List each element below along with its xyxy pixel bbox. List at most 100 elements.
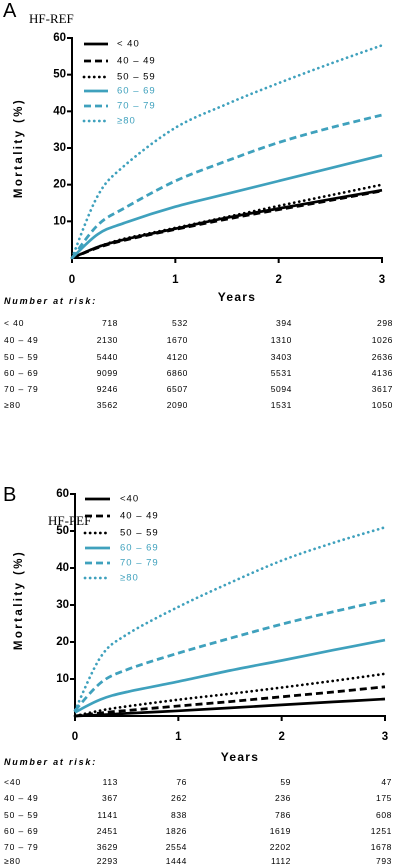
risk-row-under-40: <40 113 76 59 47 bbox=[4, 777, 392, 787]
y-axis-title: Mortality (%) bbox=[13, 98, 25, 198]
risk-count: 1531 bbox=[271, 400, 292, 410]
risk-count: 3562 bbox=[97, 400, 118, 410]
y-tick-label: 30 bbox=[56, 599, 69, 611]
risk-row-under-40: < 40 718 532 394 298 bbox=[4, 318, 393, 328]
risk-row-40-49: 40 – 49 2130 1670 1310 1026 bbox=[4, 335, 393, 345]
chart-title: HF-PEF bbox=[48, 513, 91, 528]
risk-count: 2090 bbox=[167, 400, 188, 410]
risk-row-60-69: 60 – 69 9099 6860 5531 4136 bbox=[4, 368, 392, 378]
risk-count: 1251 bbox=[371, 826, 392, 836]
legend-item-40-49: 40 – 49 bbox=[85, 511, 159, 522]
risk-row-label: 60 – 69 bbox=[4, 368, 39, 378]
legend-item-40-49: 40 – 49 bbox=[84, 56, 156, 67]
panel-a-hf-ref: A HF-REF 10 20 30 40 50 60 0 1 2 3 Years Mortality (%… bbox=[3, 0, 393, 410]
risk-count: 1026 bbox=[372, 335, 393, 345]
panel-letter: A bbox=[3, 0, 17, 22]
series-lines bbox=[73, 525, 387, 718]
legend-item-under-40: <40 bbox=[85, 494, 138, 505]
legend-label: 40 – 49 bbox=[117, 56, 156, 67]
risk-count: 113 bbox=[103, 777, 118, 787]
risk-count: 5531 bbox=[271, 368, 292, 378]
legend-label: 50 – 59 bbox=[120, 528, 159, 539]
risk-count: 47 bbox=[381, 777, 392, 787]
risk-count: 5440 bbox=[97, 352, 118, 362]
risk-count: 367 bbox=[102, 793, 118, 803]
y-tick-label: 40 bbox=[56, 562, 69, 574]
risk-count: 3629 bbox=[97, 842, 118, 852]
legend: < 40 40 – 49 50 – 59 60 – 69 70 – 79 ≥80 bbox=[82, 39, 156, 127]
legend-item-over-80: ≥80 bbox=[83, 573, 139, 584]
legend-item-70-79: 70 – 79 bbox=[84, 101, 155, 112]
risk-row-over-80: ≥80 3562 2090 1531 1050 bbox=[4, 400, 393, 410]
risk-row-40-49: 40 – 49 367 262 236 175 bbox=[4, 793, 391, 803]
x-tick-label: 0 bbox=[72, 731, 78, 743]
risk-count: 532 bbox=[172, 318, 188, 328]
risk-count: 298 bbox=[377, 318, 393, 328]
legend-label: ≥80 bbox=[120, 573, 139, 584]
risk-count: 1112 bbox=[271, 856, 291, 866]
series-line-over-80 bbox=[70, 43, 384, 260]
series-line-over-80 bbox=[73, 525, 387, 712]
risk-count: 3617 bbox=[372, 384, 393, 394]
risk-count: 5094 bbox=[271, 384, 292, 394]
risk-count: 1619 bbox=[270, 826, 291, 836]
risk-row-label: 70 – 79 bbox=[4, 384, 39, 394]
number-at-risk-table: Number at risk: <40 113 76 59 47 40 – 49 367 262… bbox=[4, 757, 392, 866]
series-line-60-69 bbox=[71, 153, 383, 259]
risk-row-50-59: 50 – 59 1141 838 786 608 bbox=[4, 810, 392, 820]
series-line-60-69 bbox=[74, 638, 386, 714]
legend-label: ≥80 bbox=[117, 116, 136, 127]
risk-row-label: 40 – 49 bbox=[4, 793, 39, 803]
y-axis-title: Mortality (%) bbox=[13, 550, 25, 650]
risk-count: 1444 bbox=[166, 856, 187, 866]
risk-count: 59 bbox=[280, 777, 291, 787]
y-tick-label: 40 bbox=[53, 105, 66, 117]
risk-count: 76 bbox=[176, 777, 187, 787]
x-axis-title: Years bbox=[218, 290, 257, 304]
risk-row-label: 60 – 69 bbox=[4, 826, 39, 836]
risk-count: 1310 bbox=[271, 335, 292, 345]
series-line-under-40 bbox=[74, 697, 386, 718]
risk-count: 1141 bbox=[97, 810, 118, 820]
risk-count: 718 bbox=[102, 318, 118, 328]
risk-row-over-80: ≥80 2293 1444 1112 793 bbox=[4, 856, 392, 866]
risk-row-label: ≥80 bbox=[4, 400, 21, 410]
legend-item-over-80: ≥80 bbox=[82, 116, 136, 127]
risk-count: 793 bbox=[376, 856, 392, 866]
y-tick-label: 20 bbox=[53, 179, 66, 191]
x-tick-label: 1 bbox=[172, 274, 179, 286]
series-line-50-59 bbox=[70, 183, 384, 260]
risk-row-70-79: 70 – 79 9246 6507 5094 3617 bbox=[4, 384, 393, 394]
legend: <40 40 – 49 50 – 59 60 – 69 70 – 79 ≥80 bbox=[83, 494, 159, 584]
legend-label: 70 – 79 bbox=[120, 558, 159, 569]
risk-row-label: <40 bbox=[4, 777, 21, 787]
risk-count: 9099 bbox=[97, 368, 118, 378]
x-tick-label: 2 bbox=[275, 274, 281, 286]
legend-item-60-69: 60 – 69 bbox=[85, 543, 158, 554]
x-tick-label: 3 bbox=[379, 274, 385, 286]
y-tick-label: 10 bbox=[53, 215, 66, 227]
axes: 10 20 30 40 50 60 0 1 2 3 Years Mortality (%) bbox=[13, 32, 385, 304]
legend-label: < 40 bbox=[117, 39, 140, 50]
y-tick-label: 60 bbox=[53, 32, 66, 44]
legend-label: 60 – 69 bbox=[117, 86, 156, 97]
risk-count: 2636 bbox=[372, 352, 393, 362]
chart-title: HF-REF bbox=[29, 11, 74, 26]
risk-row-label: < 40 bbox=[4, 318, 24, 328]
risk-count: 608 bbox=[376, 810, 392, 820]
risk-count: 6860 bbox=[167, 368, 188, 378]
risk-row-label: 70 – 79 bbox=[4, 842, 39, 852]
legend-item-70-79: 70 – 79 bbox=[85, 558, 159, 569]
risk-count: 1050 bbox=[372, 400, 393, 410]
risk-count: 4120 bbox=[167, 352, 188, 362]
risk-count: 236 bbox=[275, 793, 291, 803]
panel-letter: B bbox=[3, 484, 16, 506]
legend-label: 40 – 49 bbox=[120, 511, 159, 522]
risk-count: 1678 bbox=[371, 842, 392, 852]
x-axis-title: Years bbox=[221, 750, 260, 764]
y-tick-label: 10 bbox=[56, 673, 69, 685]
risk-count: 3403 bbox=[271, 352, 292, 362]
risk-count: 1826 bbox=[166, 826, 187, 836]
x-tick-label: 2 bbox=[278, 731, 284, 743]
